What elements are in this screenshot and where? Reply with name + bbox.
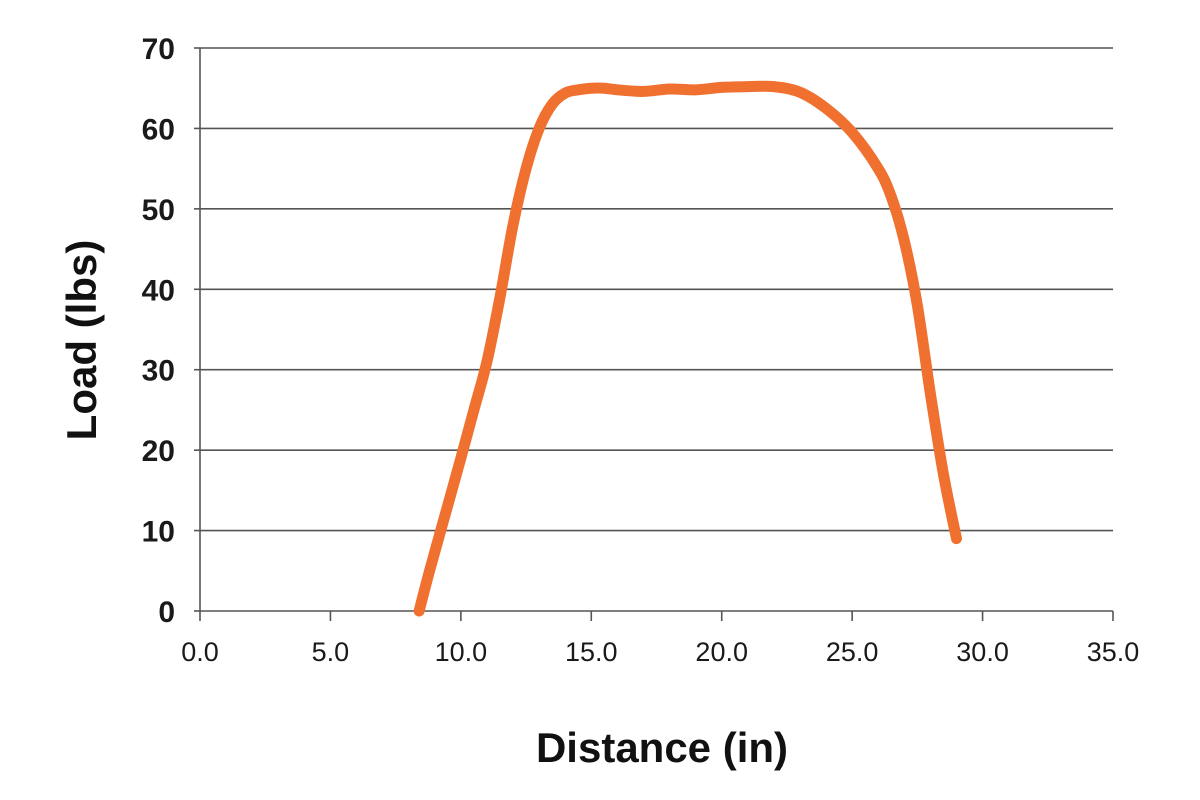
x-tick-label: 30.0 [956, 637, 1009, 667]
y-tick-label: 70 [142, 33, 175, 66]
x-axis-label: Distance (in) [536, 724, 788, 771]
y-tick-label: 30 [142, 355, 175, 388]
series [413, 80, 962, 617]
y-tick-label: 20 [142, 435, 175, 468]
x-tick-label: 0.0 [181, 637, 219, 667]
x-tick-label: 25.0 [826, 637, 879, 667]
y-tick-label: 0 [158, 596, 175, 629]
x-tick-label: 20.0 [695, 637, 748, 667]
x-tick-labels: 0.0 5.0 10.0 15.0 20.0 25.0 30.0 35.0 [181, 637, 1139, 667]
y-tick-label: 40 [142, 274, 175, 307]
y-tick-labels: 0 10 20 30 40 50 60 70 [142, 33, 175, 629]
grid-lines [200, 47, 1113, 532]
y-tick-label: 50 [142, 194, 175, 227]
y-tick-label: 10 [142, 516, 175, 549]
y-tick-label: 60 [142, 113, 175, 146]
x-tick-label: 35.0 [1087, 637, 1140, 667]
x-tick-label: 15.0 [565, 637, 618, 667]
y-axis-label: Load (lbs) [58, 240, 105, 441]
series-line-load [413, 80, 962, 617]
x-tick-label: 10.0 [435, 637, 488, 667]
x-tick-label: 5.0 [312, 637, 350, 667]
axes [194, 47, 1114, 621]
